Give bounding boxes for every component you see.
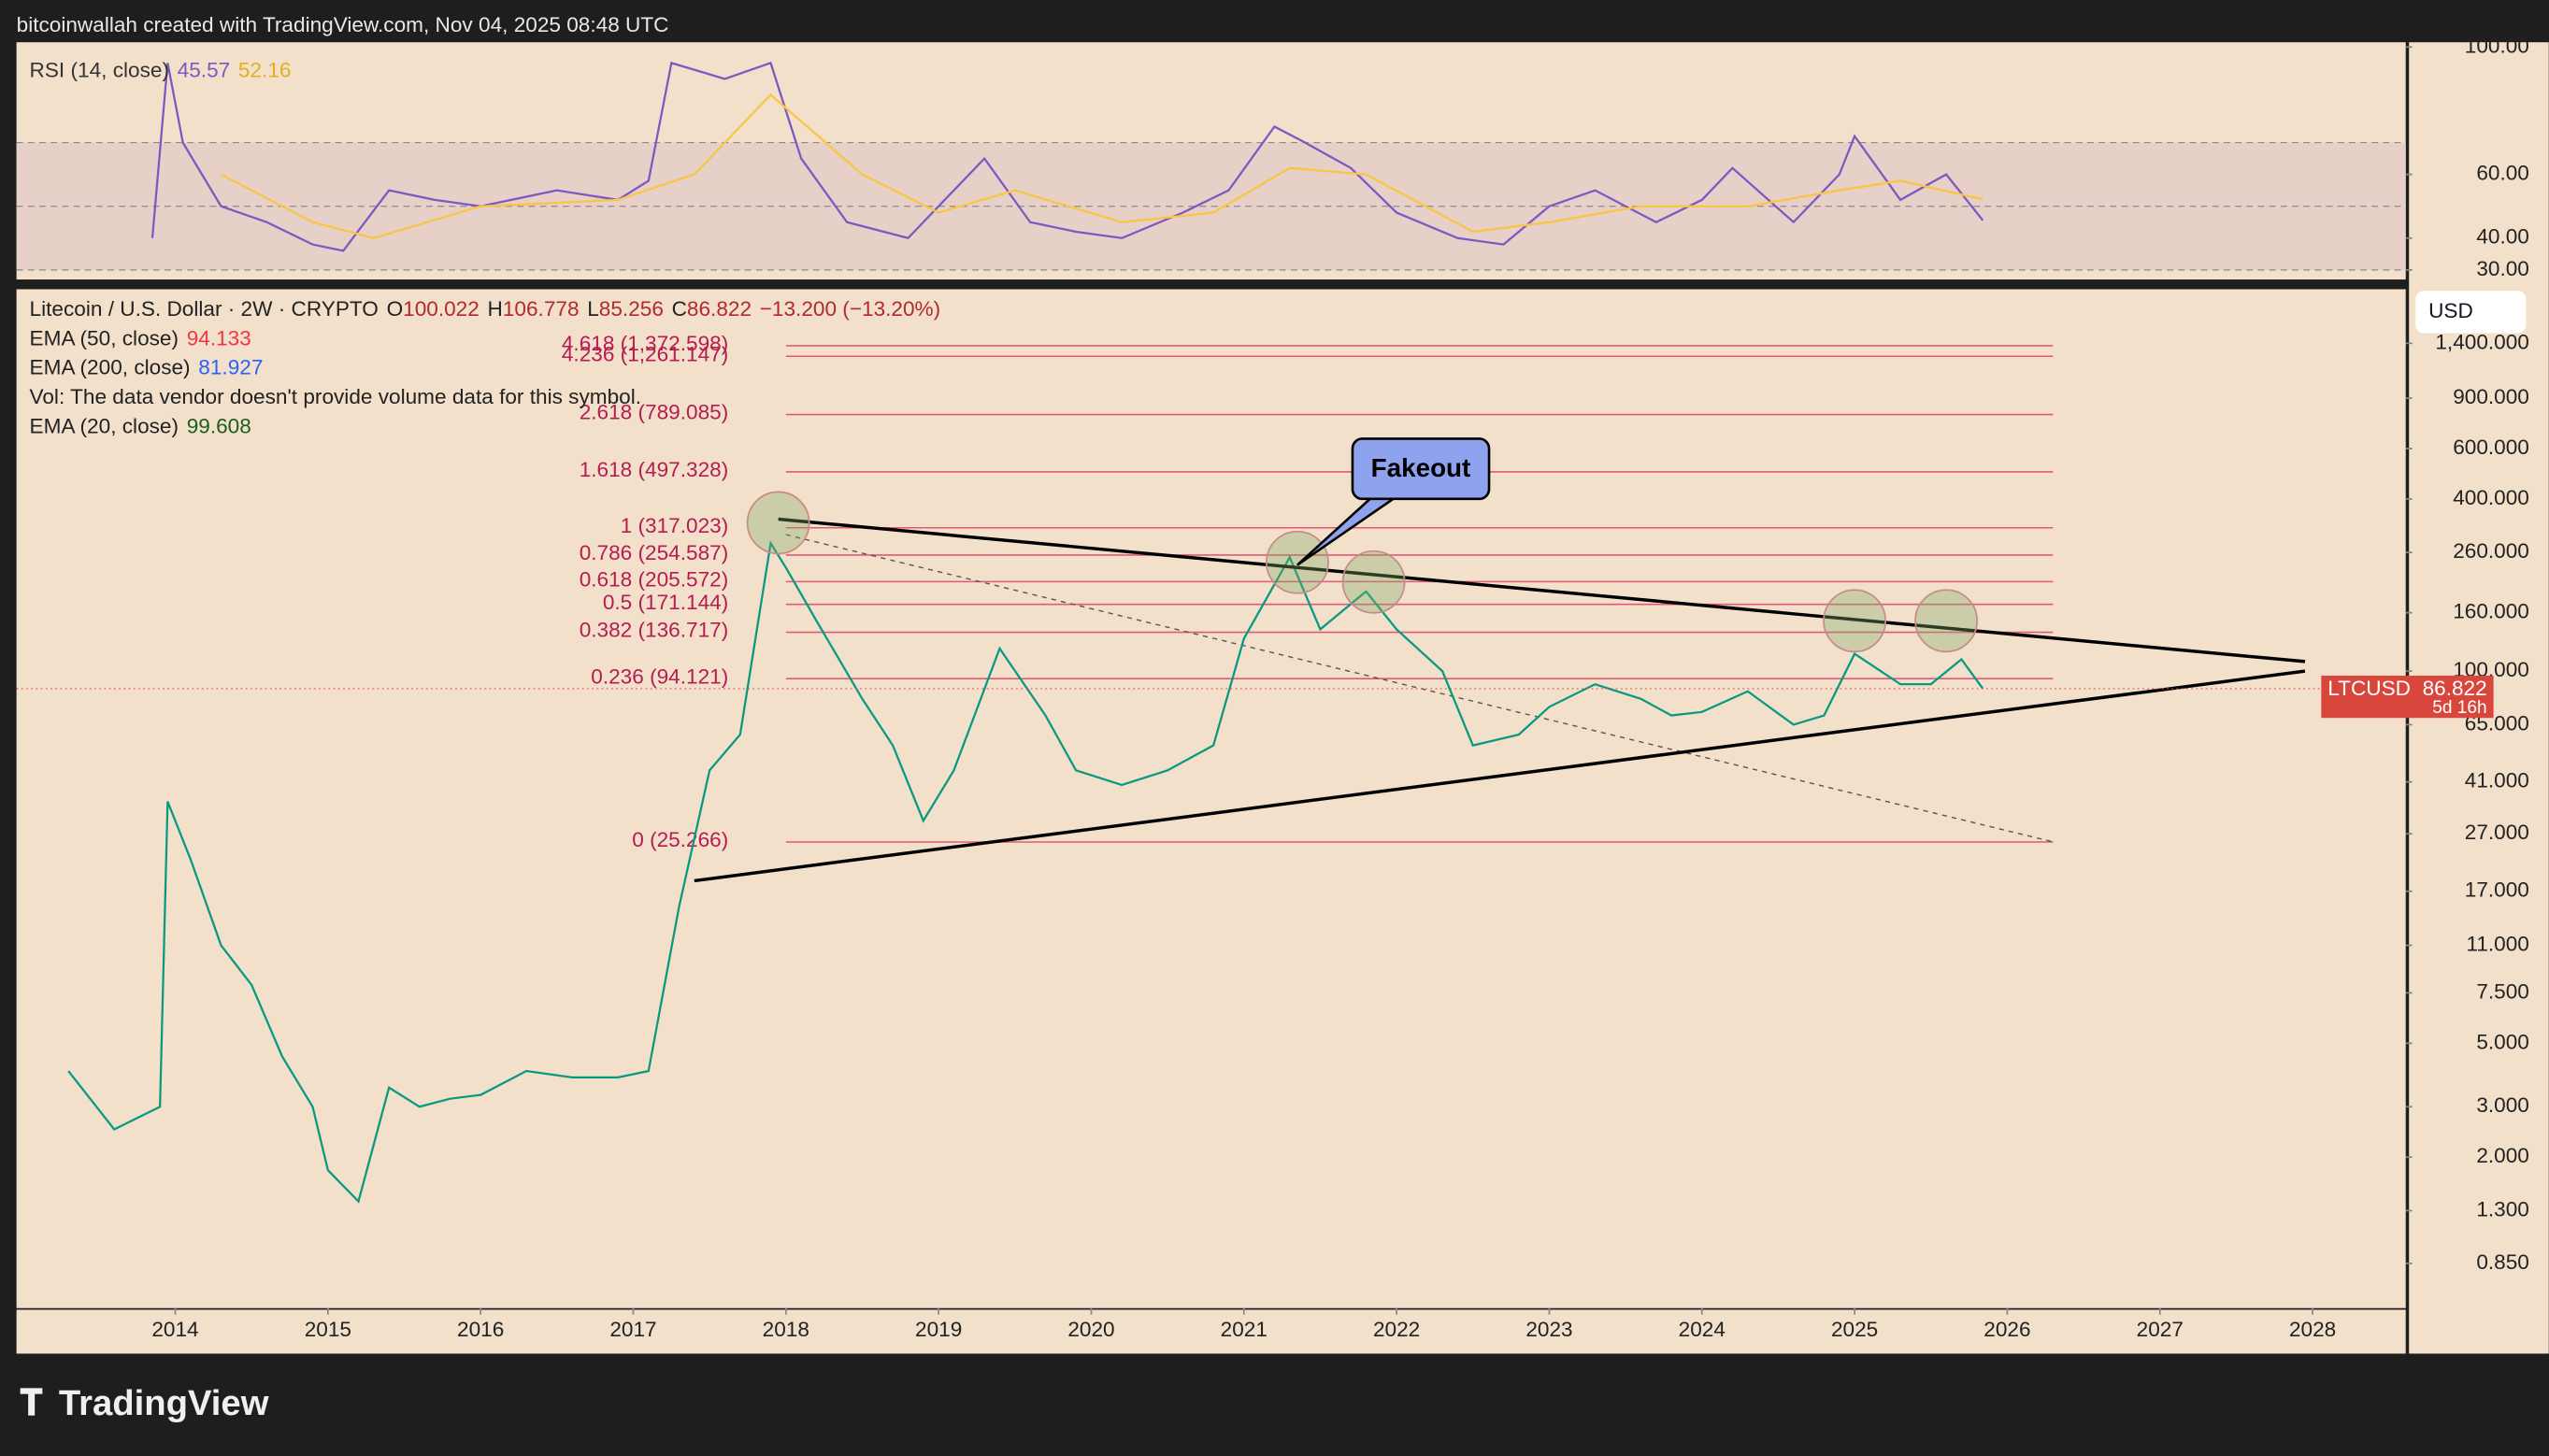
legend-item: −13.200 (−13.20%) [760, 297, 940, 321]
currency-button[interactable] [2415, 291, 2527, 334]
x-tick-label: 2023 [1525, 1318, 1572, 1341]
y-tick-label: 30.00 [2476, 257, 2529, 280]
legend-item: EMA (50, close) [30, 326, 179, 350]
legend-item: Vol: The data vendor doesn't provide vol… [30, 385, 641, 408]
y-tick-label: 5.000 [2476, 1030, 2529, 1053]
y-tick-label: 1,400.000 [2435, 330, 2529, 353]
logo-mark: 𝐓 [20, 1383, 43, 1423]
fib-label: 0.382 (136.717) [580, 619, 729, 642]
rsi-line [150, 61, 1984, 252]
price-tag-countdown: 5d 16h [2432, 698, 2486, 718]
trendline [694, 669, 2306, 883]
legend-item: RSI (14, close) [30, 58, 169, 81]
logo-text: TradingView [59, 1383, 269, 1423]
y-tick-label: 900.000 [2453, 385, 2529, 408]
y-tick-label: 400.000 [2453, 486, 2529, 509]
legend-item: 99.608 [187, 414, 251, 437]
legend-line: EMA (20, close) 99.608 [30, 414, 251, 437]
y-tick-label: 2.000 [2476, 1144, 2529, 1167]
x-tick-label: 2017 [609, 1318, 656, 1341]
price-tag-value: 86.822 [2423, 677, 2487, 700]
y-tick-label: 17.000 [2465, 878, 2529, 902]
legend-item: 45.57 [178, 58, 231, 81]
y-tick-label: 160.000 [2453, 600, 2529, 623]
highlight-circle [1266, 530, 1329, 594]
fib-label: 0 (25.266) [632, 828, 728, 851]
x-tick-label: 2027 [2137, 1318, 2184, 1341]
legend-item: Litecoin / U.S. Dollar · 2W · CRYPTO [30, 297, 379, 321]
y-tick-label: 7.500 [2476, 979, 2529, 1003]
fib-label: 1.618 (497.328) [580, 458, 729, 481]
legend-item: L [587, 297, 599, 321]
y-tick-label: 27.000 [2465, 821, 2529, 844]
x-tick-label: 2015 [305, 1318, 351, 1341]
highlight-circle [746, 491, 810, 555]
fib-label: 0.5 (171.144) [603, 591, 728, 614]
x-tick-label: 2021 [1221, 1318, 1267, 1341]
legend-item: 86.822 [687, 297, 752, 321]
legend-line: RSI (14, close) 45.57 52.16 [30, 58, 292, 81]
fib-label: 0.236 (94.121) [591, 664, 728, 688]
legend-line: Vol: The data vendor doesn't provide vol… [30, 385, 641, 408]
rsi-line [220, 93, 1983, 239]
x-tick-label: 2014 [151, 1318, 198, 1341]
currency-label[interactable]: USD [2428, 299, 2473, 322]
y-tick-label: 1.300 [2476, 1197, 2529, 1220]
fib-label: 2.618 (789.085) [580, 401, 729, 424]
fib-label: 0.786 (254.587) [580, 541, 729, 564]
fib-label: 0.618 (205.572) [580, 567, 729, 591]
time-axis [16, 1309, 2406, 1354]
legend-item: 81.927 [198, 356, 263, 379]
y-tick-label: 11.000 [2466, 933, 2528, 956]
x-tick-label: 2028 [2289, 1318, 2336, 1341]
x-tick-label: 2026 [1983, 1318, 2030, 1341]
x-tick-label: 2018 [763, 1318, 809, 1341]
legend-item: EMA (20, close) [30, 414, 179, 437]
highlight-circle [1823, 589, 1887, 653]
x-tick-label: 2024 [1679, 1318, 1726, 1341]
x-tick-label: 2022 [1373, 1318, 1420, 1341]
legend-item: H [488, 297, 503, 321]
trendline [778, 517, 2306, 664]
callout-text: Fakeout [1371, 453, 1471, 482]
legend-line: EMA (50, close) 94.133 [30, 326, 251, 350]
fib-label: 1 (317.023) [621, 514, 729, 537]
x-tick-label: 2020 [1067, 1318, 1114, 1341]
logo: 𝐓 [20, 1383, 43, 1423]
legend-item: 100.022 [403, 297, 480, 321]
highlight-circle [1341, 550, 1406, 614]
price-tag-symbol: LTCUSD [2327, 677, 2411, 700]
dashed-trend [785, 534, 2054, 843]
legend-line: EMA (200, close) 81.927 [30, 356, 264, 379]
legend-item: EMA (200, close) [30, 356, 191, 379]
price-pane [16, 289, 2406, 1308]
price-line [67, 540, 1984, 1204]
fib-label: 4.618 (1,372.598) [562, 332, 728, 355]
y-tick-label: 100.00 [2465, 34, 2529, 57]
y-tick-label: 40.00 [2476, 225, 2529, 249]
fib-label: 4.236 (1,261.147) [562, 342, 728, 365]
legend-item: 94.133 [187, 326, 251, 350]
y-tick-label: 60.00 [2476, 162, 2529, 185]
legend-item: 106.778 [503, 297, 580, 321]
price-tag [2321, 676, 2494, 719]
y-tick-label: 0.850 [2476, 1250, 2529, 1274]
x-tick-label: 2025 [1831, 1318, 1878, 1341]
legend-item: 52.16 [238, 58, 292, 81]
x-tick-label: 2016 [457, 1318, 504, 1341]
legend-item: C [672, 297, 687, 321]
x-tick-label: 2019 [915, 1318, 962, 1341]
y-tick-label: 600.000 [2453, 435, 2529, 459]
legend-line: Litecoin / U.S. Dollar · 2W · CRYPTO O100… [30, 297, 941, 321]
highlight-circle [1914, 589, 1979, 653]
y-tick-label: 3.000 [2476, 1093, 2529, 1117]
callout-box [1351, 437, 1491, 501]
header: bitcoinwallah created with TradingView.c… [17, 13, 669, 36]
legend-item: O [387, 297, 404, 321]
y-tick-label: 41.000 [2465, 769, 2529, 792]
legend-item: 85.256 [599, 297, 664, 321]
y-tick-label: 260.000 [2453, 539, 2529, 563]
